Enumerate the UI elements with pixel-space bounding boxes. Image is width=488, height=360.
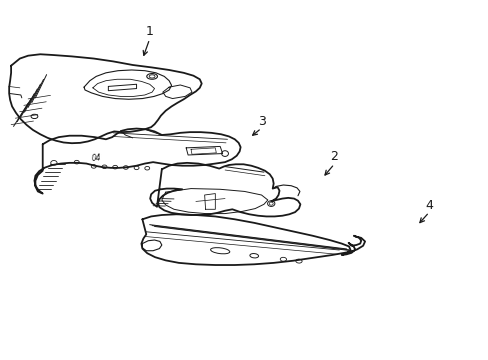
Text: 3: 3: [257, 114, 265, 127]
Text: 04: 04: [91, 154, 101, 163]
Text: 1: 1: [145, 25, 153, 38]
Text: 4: 4: [425, 198, 432, 212]
Text: 2: 2: [330, 150, 338, 163]
